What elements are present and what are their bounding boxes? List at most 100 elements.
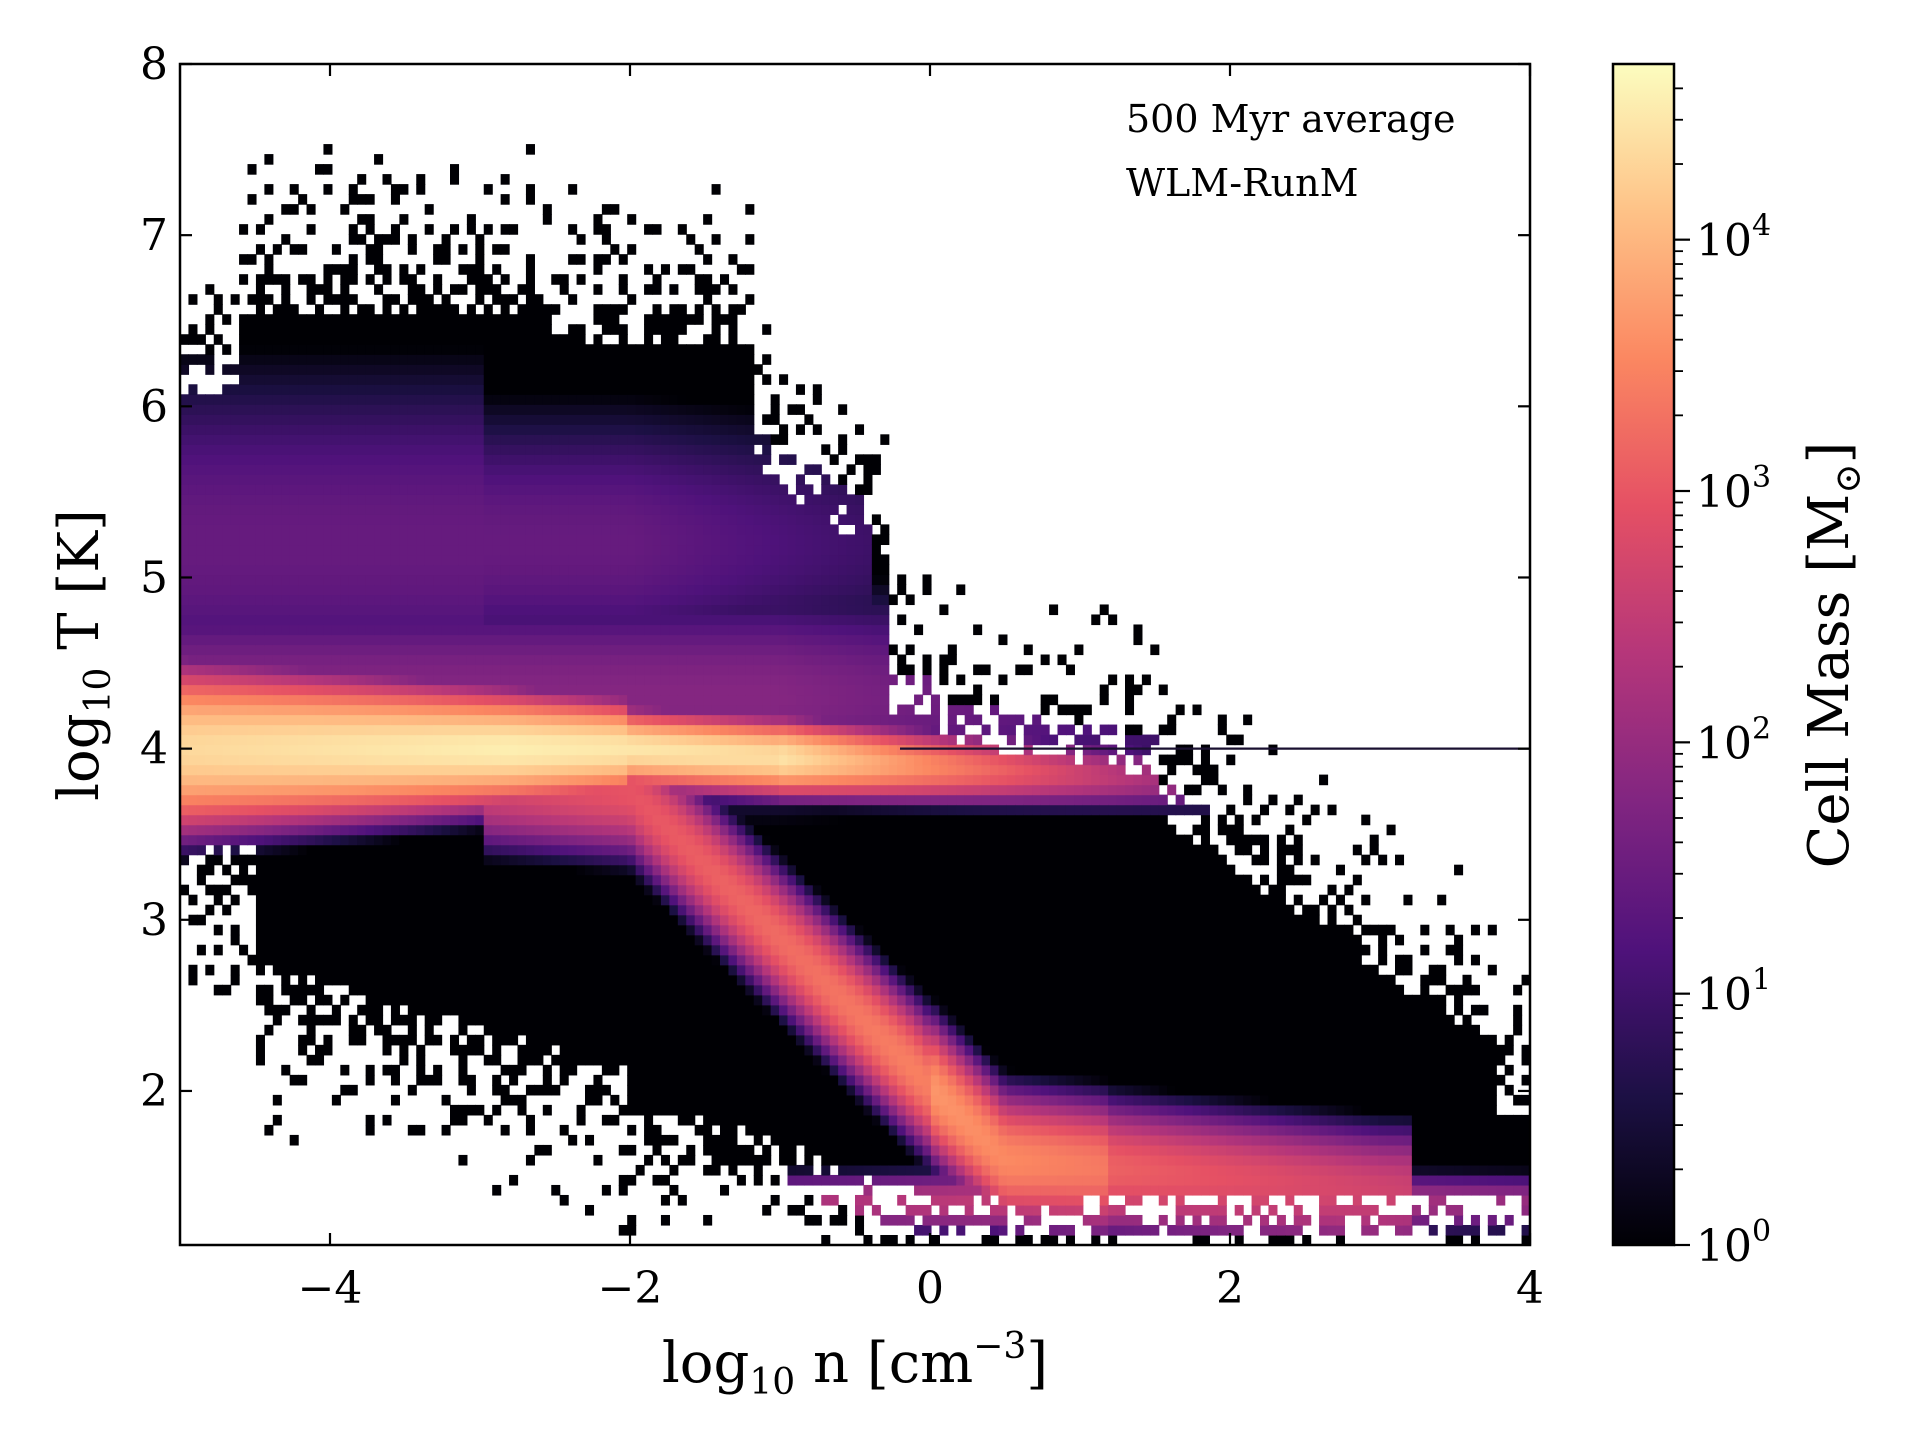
heatmap-cell: [450, 444, 460, 455]
heatmap-cell: [466, 614, 476, 626]
heatmap-cell: [306, 964, 316, 976]
heatmap-cell: [492, 894, 502, 906]
heatmap-cell: [458, 454, 468, 465]
heatmap-cell: [652, 464, 662, 475]
heatmap-cell: [517, 914, 527, 926]
heatmap-cell: [407, 524, 417, 535]
heatmap-cell: [509, 684, 519, 696]
heatmap-cell: [711, 1084, 721, 1096]
heatmap-cell: [433, 934, 443, 946]
heatmap-cell: [450, 534, 460, 546]
heatmap-cell: [669, 974, 679, 986]
heatmap-cell: [644, 494, 654, 505]
heatmap-cell: [331, 724, 341, 736]
heatmap-cell: [677, 834, 687, 846]
heatmap-cell: [669, 634, 679, 646]
heatmap-cell: [703, 364, 713, 375]
heatmap-cell: [466, 584, 476, 596]
heatmap-cell: [348, 944, 358, 956]
heatmap-cell: [247, 724, 257, 736]
heatmap-cell: [323, 294, 333, 305]
heatmap-cell: [348, 254, 358, 265]
heatmap-cell: [230, 554, 240, 566]
heatmap-cell: [610, 384, 620, 395]
heatmap-cell: [441, 344, 451, 355]
heatmap-cell: [374, 694, 384, 706]
heatmap-cell: [331, 1004, 341, 1016]
heatmap-cell: [272, 1014, 282, 1026]
heatmap-cell: [542, 314, 552, 325]
heatmap-cell: [610, 954, 620, 966]
heatmap-cell: [239, 444, 249, 455]
heatmap-cell: [525, 984, 535, 996]
heatmap-cell: [441, 804, 451, 816]
heatmap-cell: [188, 894, 198, 906]
heatmap-cell: [433, 554, 443, 566]
heatmap-cell: [618, 664, 628, 676]
heatmap-cell: [483, 604, 493, 616]
heatmap-cell: [407, 684, 417, 696]
heatmap-cell: [694, 854, 704, 866]
heatmap-cell: [450, 944, 460, 956]
heatmap-cell: [272, 764, 282, 776]
heatmap-cell: [433, 824, 443, 836]
heatmap-cell: [272, 394, 282, 405]
heatmap-cell: [323, 494, 333, 505]
heatmap-cell: [180, 624, 190, 636]
heatmap-cell: [390, 444, 400, 455]
heatmap-cell: [576, 814, 586, 826]
heatmap-cell: [255, 664, 265, 676]
heatmap-cell: [407, 994, 417, 1006]
heatmap-cell: [475, 914, 485, 926]
heatmap-cell: [711, 774, 721, 786]
heatmap-cell: [686, 784, 696, 796]
heatmap-cell: [416, 934, 426, 946]
heatmap-cell: [213, 554, 223, 566]
heatmap-cell: [677, 1004, 687, 1016]
heatmap-cell: [492, 614, 502, 626]
heatmap-cell: [585, 1054, 595, 1066]
heatmap-cell: [205, 564, 215, 576]
heatmap-cell: [390, 804, 400, 816]
heatmap-cell: [694, 1064, 704, 1076]
heatmap-cell: [348, 334, 358, 345]
heatmap-cell: [601, 424, 611, 435]
heatmap-cell: [644, 994, 654, 1006]
heatmap-cell: [720, 404, 730, 415]
heatmap-cell: [441, 734, 451, 746]
heatmap-cell: [652, 1064, 662, 1076]
heatmap-cell: [585, 744, 595, 756]
heatmap-cell: [610, 624, 620, 636]
heatmap-cell: [196, 414, 206, 425]
heatmap-cell: [618, 534, 628, 546]
heatmap-cell: [475, 844, 485, 856]
heatmap-cell: [213, 754, 223, 766]
heatmap-cell: [205, 644, 215, 656]
heatmap-cell: [466, 764, 476, 776]
heatmap-cell: [247, 534, 257, 546]
heatmap-cell: [306, 824, 316, 836]
heatmap-cell: [196, 574, 206, 586]
heatmap-cell: [365, 714, 375, 726]
heatmap-cell: [568, 774, 578, 786]
heatmap-cell: [458, 864, 468, 876]
heatmap-cell: [450, 674, 460, 686]
heatmap-cell: [509, 984, 519, 996]
heatmap-cell: [458, 464, 468, 475]
heatmap-cell: [601, 1034, 611, 1046]
heatmap-cell: [593, 1004, 603, 1016]
heatmap-cell: [264, 354, 274, 365]
heatmap-cell: [289, 824, 299, 836]
heatmap-cell: [694, 574, 704, 586]
heatmap-cell: [627, 824, 637, 836]
heatmap-cell: [593, 454, 603, 465]
heatmap-cell: [509, 504, 519, 515]
heatmap-cell: [694, 244, 704, 255]
heatmap-cell: [601, 644, 611, 656]
heatmap-cell: [492, 564, 502, 576]
heatmap-cell: [264, 704, 274, 716]
heatmap-cell: [686, 504, 696, 515]
heatmap-cell: [239, 354, 249, 365]
heatmap-cell: [593, 444, 603, 455]
heatmap-cell: [239, 564, 249, 576]
